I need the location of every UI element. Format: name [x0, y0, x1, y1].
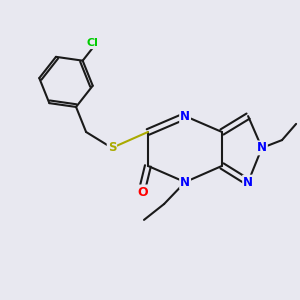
- Text: Cl: Cl: [87, 38, 99, 48]
- Text: N: N: [257, 141, 267, 154]
- Text: N: N: [180, 176, 190, 189]
- Text: O: O: [137, 185, 148, 199]
- Text: S: S: [108, 141, 116, 154]
- Text: N: N: [180, 110, 190, 123]
- Text: N: N: [243, 176, 253, 189]
